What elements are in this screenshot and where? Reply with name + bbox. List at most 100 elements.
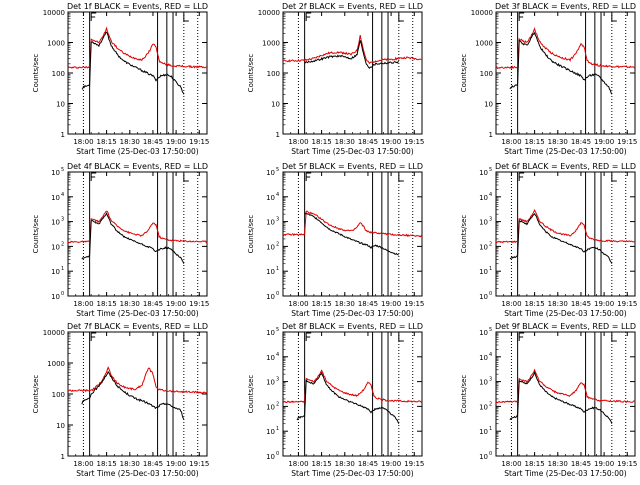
y-tick-exponent: 2 [489, 241, 492, 247]
x-tick-label: 18:45 [143, 460, 163, 468]
events-series-line [509, 31, 613, 95]
detector-panel-1: Det 1f BLACK = Events, RED = LLD 18:00 18:… [32, 2, 209, 156]
plot-frame [282, 11, 423, 135]
y-tick-exponent: 3 [61, 217, 64, 223]
y-tick-label: 100 [267, 70, 280, 78]
y-tick-label: 10 [479, 169, 488, 177]
panel-title: Det 8f BLACK = Events, RED = LLD [282, 322, 423, 331]
x-tick-label: 18:30 [548, 300, 568, 308]
y-tick-label: 100 [480, 70, 493, 78]
lld-series-line [282, 35, 422, 65]
y-tick-exponent: 5 [489, 327, 492, 333]
panel-title: Det 5f BLACK = Events, RED = LLD [282, 162, 423, 171]
x-tick-label: 18:45 [358, 138, 378, 146]
x-tick-label: 18:45 [571, 300, 591, 308]
x-tick-label: 18:30 [548, 460, 568, 468]
events-series-line [304, 40, 400, 69]
flare-end-marker [611, 13, 617, 22]
x-tick-label: 19:00 [381, 138, 401, 146]
x-tick-label: 18:45 [571, 138, 591, 146]
y-tick-exponent: 2 [276, 241, 279, 247]
flare-end-marker [398, 333, 404, 342]
x-tick-label: 18:45 [571, 460, 591, 468]
y-tick-exponent: 1 [61, 266, 64, 272]
lld-series-line [495, 368, 636, 404]
y-tick-label: 10 [479, 354, 488, 362]
x-tick-label: 18:00 [501, 460, 521, 468]
x-tick-label: 19:15 [189, 300, 209, 308]
x-tick-label: 18:15 [97, 138, 117, 146]
y-tick-exponent: 0 [489, 451, 492, 457]
y-tick-label: 10 [266, 169, 275, 177]
y-tick-label: 10 [266, 354, 275, 362]
y-tick-label: 1 [61, 131, 65, 139]
x-axis-label: Start Time (25-Dec-03 17:50:00) [504, 309, 626, 318]
y-tick-exponent: 1 [489, 266, 492, 272]
y-tick-exponent: 1 [276, 426, 279, 432]
flare-end-marker [611, 333, 617, 342]
detector-panel-4: Det 4f BLACK = Events, RED = LLD 18:00 18:… [32, 162, 209, 318]
x-tick-label: 18:00 [73, 138, 93, 146]
x-tick-label: 18:15 [312, 138, 332, 146]
detector-panel-2: Det 2f BLACK = Events, RED = LLD 18:00 18:… [247, 2, 424, 156]
x-tick-label: 18:45 [358, 300, 378, 308]
x-axis-label: Start Time (25-Dec-03 17:50:00) [76, 469, 198, 478]
y-tick-label: 10 [479, 268, 488, 276]
y-tick-label: 100 [52, 70, 65, 78]
lld-series-line [495, 27, 636, 70]
y-tick-label: 10 [484, 101, 493, 109]
x-tick-label: 18:00 [288, 138, 308, 146]
y-tick-label: 10 [479, 243, 488, 251]
y-tick-label: 1000 [47, 40, 65, 48]
y-tick-label: 10 [266, 379, 275, 387]
flare-end-marker [183, 173, 189, 182]
y-tick-label: 10 [479, 194, 488, 202]
y-tick-exponent: 5 [61, 167, 64, 173]
lld-series-line [67, 26, 208, 70]
x-tick-label: 18:30 [335, 138, 355, 146]
flare-start-marker [90, 172, 97, 181]
x-tick-label: 18:30 [120, 460, 140, 468]
y-tick-label: 10 [266, 453, 275, 461]
y-axis-label: Counts/sec [247, 54, 255, 93]
y-tick-exponent: 0 [489, 291, 492, 297]
events-series-line [509, 370, 613, 424]
y-tick-label: 10 [51, 219, 60, 227]
panel-title: Det 1f BLACK = Events, RED = LLD [67, 2, 208, 11]
y-tick-label: 10 [266, 293, 275, 301]
y-tick-exponent: 3 [489, 377, 492, 383]
y-tick-label: 10 [271, 101, 280, 109]
flare-start-marker [518, 172, 525, 181]
x-tick-label: 18:15 [97, 300, 117, 308]
lld-series-line [282, 369, 423, 404]
detector-panel-6: Det 6f BLACK = Events, RED = LLD 18:00 18:… [460, 162, 637, 318]
plot-frame [67, 331, 208, 457]
x-axis-label: Start Time (25-Dec-03 17:50:00) [291, 469, 413, 478]
x-tick-label: 19:00 [594, 460, 614, 468]
flare-start-marker [518, 332, 525, 341]
y-tick-label: 10 [51, 268, 60, 276]
y-tick-label: 10000 [258, 9, 280, 17]
y-tick-label: 10 [51, 293, 60, 301]
panel-title: Det 6f BLACK = Events, RED = LLD [495, 162, 636, 171]
y-tick-label: 10 [479, 428, 488, 436]
y-tick-label: 1000 [262, 40, 280, 48]
y-tick-label: 100 [52, 391, 65, 399]
x-tick-label: 18:15 [312, 300, 332, 308]
y-tick-label: 10 [266, 243, 275, 251]
y-tick-label: 10 [479, 453, 488, 461]
x-axis-label: Start Time (25-Dec-03 17:50:00) [504, 147, 626, 156]
flare-start-marker [305, 332, 312, 341]
y-tick-exponent: 5 [276, 167, 279, 173]
y-tick-exponent: 3 [276, 377, 279, 383]
x-tick-label: 19:15 [189, 138, 209, 146]
x-tick-label: 18:45 [143, 138, 163, 146]
y-axis-label: Counts/sec [460, 54, 468, 93]
x-axis-label: Start Time (25-Dec-03 17:50:00) [291, 309, 413, 318]
x-tick-label: 19:15 [404, 460, 424, 468]
y-tick-label: 10 [266, 268, 275, 276]
panel-title: Det 7f BLACK = Events, RED = LLD [67, 322, 208, 331]
panel-title: Det 3f BLACK = Events, RED = LLD [495, 2, 636, 11]
panel-title: Det 9f BLACK = Events, RED = LLD [495, 322, 636, 331]
